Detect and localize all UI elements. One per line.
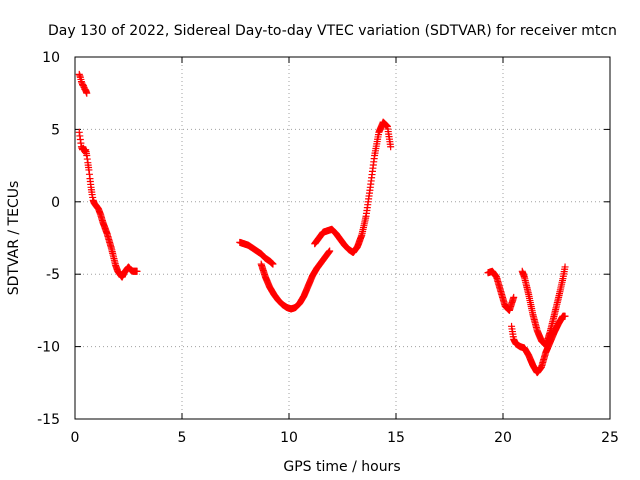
grid	[75, 57, 610, 419]
y-tick-label: 5	[51, 122, 60, 138]
series-arc3	[236, 238, 277, 268]
data-point	[326, 247, 334, 255]
data-point	[561, 312, 569, 320]
series-arc5	[311, 118, 395, 256]
y-tick-label: -5	[46, 267, 60, 283]
data-point	[133, 267, 141, 275]
series-arc4	[257, 247, 334, 313]
data-marks	[75, 70, 569, 377]
y-axis-label: SDTVAR / TECUs	[6, 181, 22, 296]
series-arc6	[484, 267, 518, 314]
x-tick-label: 20	[494, 430, 512, 446]
series-arc1	[75, 70, 91, 97]
x-tick-label: 15	[387, 430, 405, 446]
data-point	[561, 263, 569, 271]
data-point	[387, 143, 395, 151]
x-tick-label: 10	[280, 430, 298, 446]
data-point	[83, 89, 91, 97]
chart-title: Day 130 of 2022, Sidereal Day-to-day VTE…	[48, 23, 617, 39]
x-tick-label: 25	[601, 430, 619, 446]
x-tick-label: 5	[178, 430, 187, 446]
series-arc8	[518, 263, 569, 349]
y-tick-label: -15	[37, 412, 60, 428]
y-tick-label: -10	[37, 340, 60, 356]
series-arc2	[75, 128, 141, 281]
axis-ticks: 0 5 10 15 20 25 -15 -10 -5 0 5 10	[37, 50, 619, 446]
y-tick-label: 10	[42, 50, 60, 66]
plot-frame	[74, 56, 611, 420]
x-tick-label: 0	[71, 430, 80, 446]
data-point	[269, 260, 277, 268]
data-point	[510, 293, 518, 301]
y-tick-label: 0	[51, 195, 60, 211]
x-axis-label: GPS time / hours	[283, 459, 400, 475]
